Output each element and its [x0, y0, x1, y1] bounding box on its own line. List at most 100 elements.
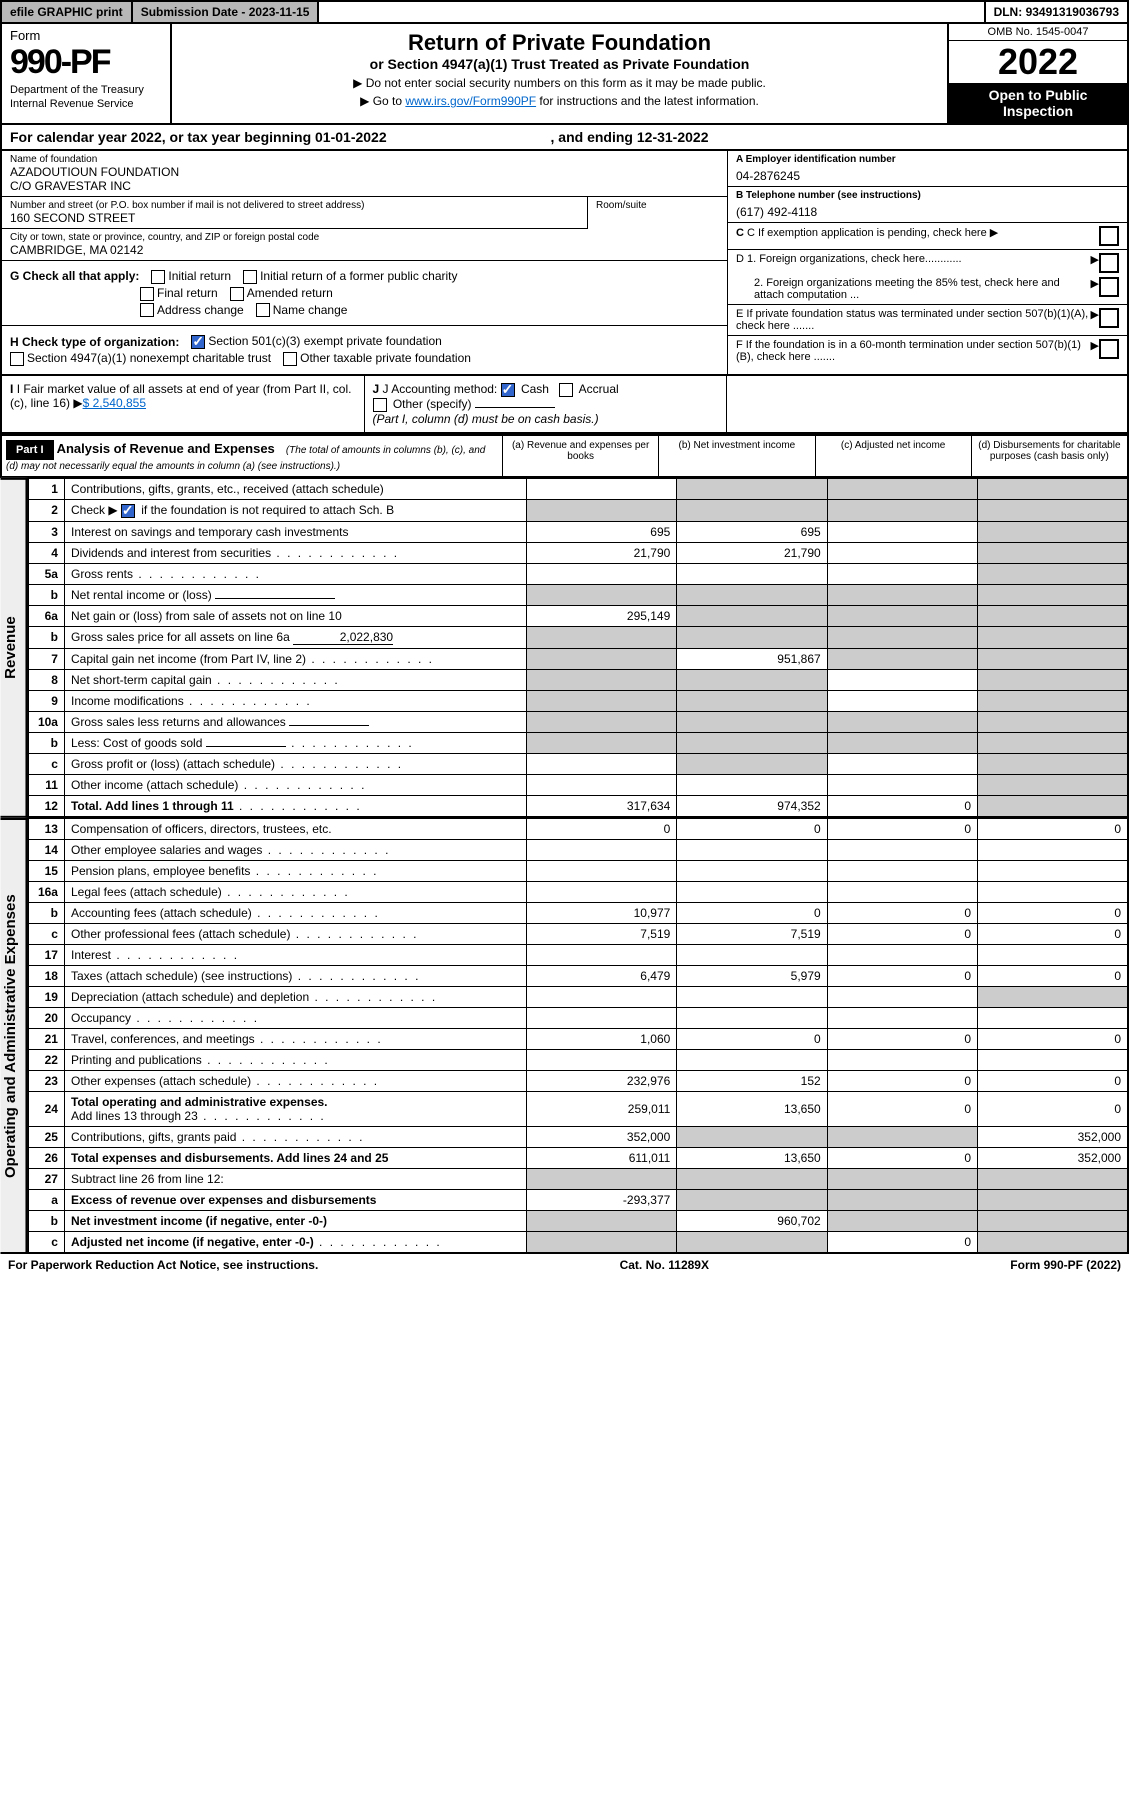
fmv-value[interactable]: $ 2,540,855 — [83, 396, 146, 410]
cb-sch-b[interactable] — [121, 504, 135, 518]
city-label: City or town, state or province, country… — [10, 232, 719, 243]
expenses-block: Operating and Administrative Expenses 13… — [0, 818, 1129, 1254]
cb-4947[interactable] — [10, 352, 24, 366]
row-20: 20Occupancy — [28, 1007, 1128, 1028]
cb-exemption-pending[interactable] — [1099, 226, 1119, 246]
header-left: Form 990-PF Department of the Treasury I… — [2, 24, 172, 123]
opt-initial-pub: Initial return of a former public charit… — [260, 269, 457, 283]
opt-name: Name change — [273, 303, 348, 317]
cb-accrual[interactable] — [559, 383, 573, 397]
opt-cash: Cash — [521, 382, 549, 396]
row-25: 25Contributions, gifts, grants paid352,0… — [28, 1126, 1128, 1147]
row-16c: cOther professional fees (attach schedul… — [28, 923, 1128, 944]
cb-initial-public[interactable] — [243, 270, 257, 284]
header-right: OMB No. 1545-0047 2022 Open to Public In… — [947, 24, 1127, 123]
row-10c: cGross profit or (loss) (attach schedule… — [28, 753, 1128, 774]
row-6b: bGross sales price for all assets on lin… — [28, 626, 1128, 648]
j-label: J Accounting method: — [383, 382, 498, 396]
cat-number: Cat. No. 11289X — [620, 1258, 709, 1272]
row-5a: 5aGross rents — [28, 563, 1128, 584]
info-left: Name of foundation AZADOUTIOUN FOUNDATIO… — [2, 151, 727, 374]
goto-post: for instructions and the latest informat… — [536, 94, 759, 108]
cb-other-method[interactable] — [373, 398, 387, 412]
goto-pre: ▶ Go to — [360, 94, 405, 108]
f-label: F If the foundation is in a 60-month ter… — [736, 339, 1091, 363]
form-header: Form 990-PF Department of the Treasury I… — [0, 24, 1129, 125]
irs-label: Internal Revenue Service — [10, 98, 162, 110]
i-cell: I I Fair market value of all assets at e… — [2, 376, 365, 432]
row-14: 14Other employee salaries and wages — [28, 839, 1128, 860]
cb-amended[interactable] — [230, 287, 244, 301]
ein-value: 04-2876245 — [736, 169, 1119, 183]
cb-other-tax[interactable] — [283, 352, 297, 366]
row-27a: aExcess of revenue over expenses and dis… — [28, 1189, 1128, 1210]
cb-final-return[interactable] — [140, 287, 154, 301]
opt-addr: Address change — [157, 303, 244, 317]
e-label: E If private foundation status was termi… — [736, 308, 1091, 332]
j-cell: J J Accounting method: Cash Accrual Othe… — [365, 376, 728, 432]
col-b-header: (b) Net investment income — [658, 436, 814, 476]
row-12: 12Total. Add lines 1 through 11317,63497… — [28, 795, 1128, 817]
opt-other-method: Other (specify) — [393, 397, 472, 411]
foundation-co: C/O GRAVESTAR INC — [10, 179, 719, 193]
subdate-value: 2023-11-15 — [249, 5, 310, 19]
row-15: 15Pension plans, employee benefits — [28, 860, 1128, 881]
row-22: 22Printing and publications — [28, 1049, 1128, 1070]
efile-print-label[interactable]: efile GRAPHIC print — [2, 2, 133, 22]
tel-cell: B Telephone number (see instructions) (6… — [728, 187, 1127, 223]
tel-value: (617) 492-4118 — [736, 205, 1119, 219]
row-2: 2Check ▶ if the foundation is not requir… — [28, 499, 1128, 521]
col-c-header: (c) Adjusted net income — [815, 436, 971, 476]
row-23: 23Other expenses (attach schedule)232,97… — [28, 1070, 1128, 1091]
header-title-block: Return of Private Foundation or Section … — [172, 24, 947, 123]
row-1: 1Contributions, gifts, grants, etc., rec… — [28, 478, 1128, 499]
dept-treasury: Department of the Treasury — [10, 84, 162, 96]
i-label: I Fair market value of all assets at end… — [10, 382, 351, 410]
name-label: Name of foundation — [10, 154, 719, 165]
row-7: 7Capital gain net income (from Part IV, … — [28, 648, 1128, 669]
form-word: Form — [10, 28, 162, 43]
row-6a: 6aNet gain or (loss) from sale of assets… — [28, 605, 1128, 626]
revenue-block: Revenue 1Contributions, gifts, grants, e… — [0, 478, 1129, 818]
dln-value: 93491319036793 — [1026, 5, 1119, 19]
cb-foreign-org[interactable] — [1099, 253, 1119, 273]
row-19: 19Depreciation (attach schedule) and dep… — [28, 986, 1128, 1007]
foundation-name: AZADOUTIOUN FOUNDATION — [10, 165, 719, 179]
open-public: Open to Public Inspection — [949, 83, 1127, 123]
row-21: 21Travel, conferences, and meetings1,060… — [28, 1028, 1128, 1049]
irs-link[interactable]: www.irs.gov/Form990PF — [405, 94, 536, 108]
d1-label: D 1. Foreign organizations, check here..… — [736, 253, 1091, 273]
submission-date: Submission Date - 2023-11-15 — [133, 2, 320, 22]
cb-name-change[interactable] — [256, 303, 270, 317]
row-5b: bNet rental income or (loss) — [28, 584, 1128, 605]
c-label: C If exemption application is pending, c… — [747, 227, 987, 239]
cb-501c3[interactable] — [191, 335, 205, 349]
row-27: 27Subtract line 26 from line 12: — [28, 1168, 1128, 1189]
form-title: Return of Private Foundation — [184, 30, 935, 56]
city-value: CAMBRIDGE, MA 02142 — [10, 243, 719, 257]
street-address: 160 SECOND STREET — [10, 211, 579, 225]
calendar-year-row: For calendar year 2022, or tax year begi… — [0, 125, 1129, 151]
revenue-table: 1Contributions, gifts, grants, etc., rec… — [27, 478, 1129, 818]
cb-terminated[interactable] — [1099, 308, 1119, 328]
cb-85pct[interactable] — [1099, 277, 1119, 297]
cb-60month[interactable] — [1099, 339, 1119, 359]
expenses-table: 13Compensation of officers, directors, t… — [27, 818, 1129, 1254]
row-13: 13Compensation of officers, directors, t… — [28, 818, 1128, 839]
g-label: G Check all that apply: — [10, 269, 139, 283]
cb-initial-return[interactable] — [151, 270, 165, 284]
d-cell: D 1. Foreign organizations, check here..… — [728, 250, 1127, 305]
j-note: (Part I, column (d) must be on cash basi… — [373, 412, 719, 426]
cb-address-change[interactable] — [140, 303, 154, 317]
opt-initial: Initial return — [168, 269, 231, 283]
calyear-pre: For calendar year 2022, or tax year begi… — [10, 129, 315, 145]
dln-label: DLN: — [994, 5, 1026, 19]
tel-label: B Telephone number (see instructions) — [736, 190, 921, 201]
row-11: 11Other income (attach schedule) — [28, 774, 1128, 795]
row-10a: 10aGross sales less returns and allowanc… — [28, 711, 1128, 732]
row-27b: bNet investment income (if negative, ent… — [28, 1210, 1128, 1231]
f-cell: F If the foundation is in a 60-month ter… — [728, 336, 1127, 366]
cb-cash[interactable] — [501, 383, 515, 397]
revenue-side-label: Revenue — [0, 478, 27, 818]
form-number: 990-PF — [10, 43, 162, 82]
